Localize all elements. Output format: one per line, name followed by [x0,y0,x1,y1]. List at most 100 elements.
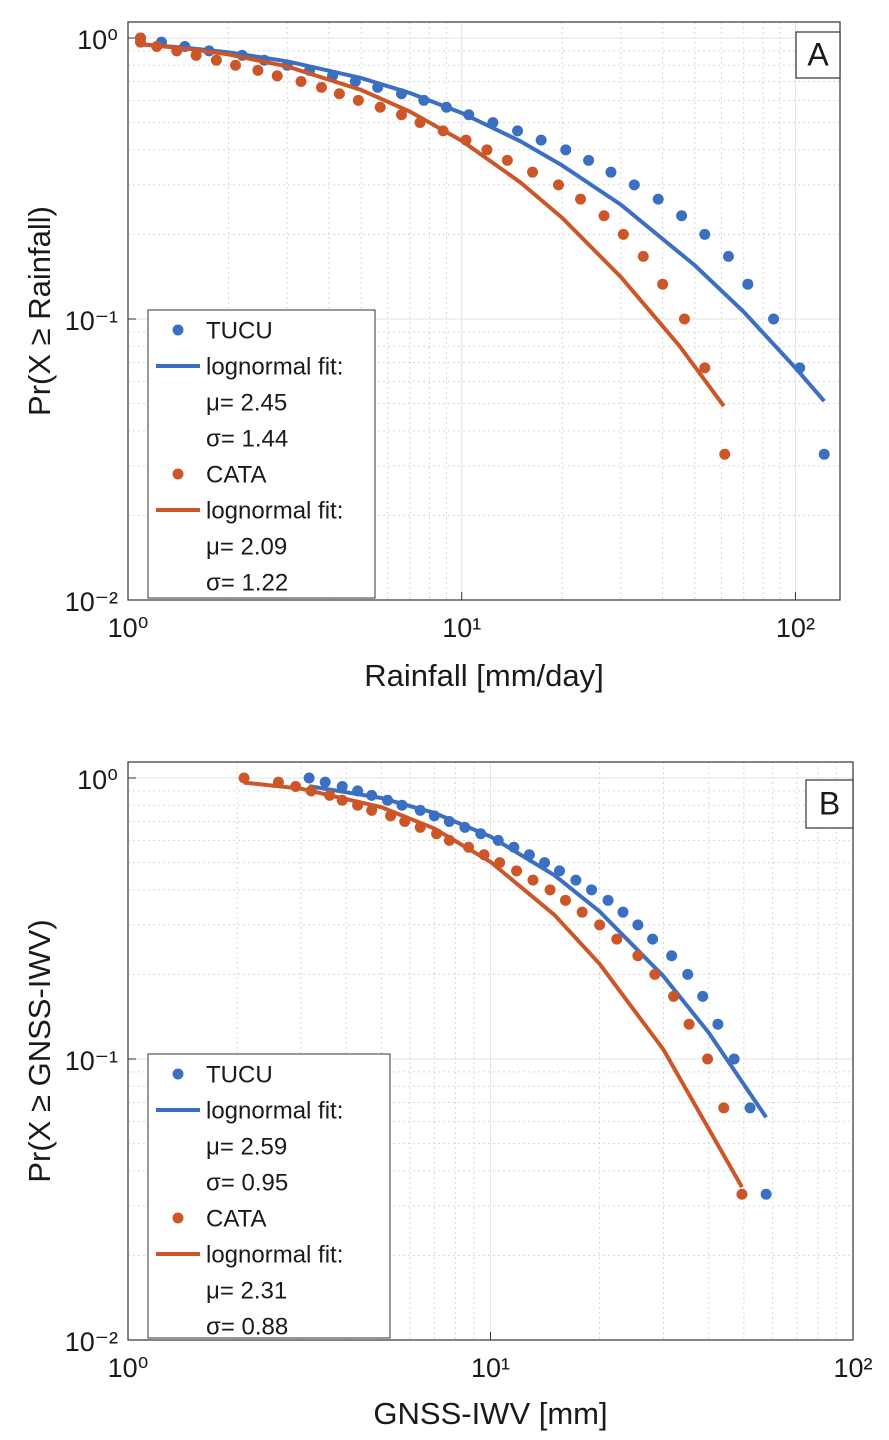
legend-label: TUCU [206,1061,273,1088]
data-point [676,210,688,222]
data-point [210,54,222,66]
data-point [190,49,202,61]
data-point [602,894,614,906]
data-point [722,250,734,262]
y-axis-label: Pr(X ≥ Rainfall) [22,206,57,416]
data-point [511,865,523,877]
data-point [527,874,539,886]
data-point [657,278,669,290]
data-point [315,81,327,93]
legend-box [147,309,376,599]
panel-label-box [795,31,841,79]
data-point [818,448,830,460]
data-point [697,990,709,1002]
data-point [699,228,711,240]
data-point [652,193,664,205]
data-point [718,1102,730,1114]
data-point [632,950,644,962]
legend-label: lognormal fit: [206,1241,343,1268]
data-point [570,874,582,886]
data-point [575,193,587,205]
x-tick-label: 10⁰ [108,613,149,643]
axes-frame [127,761,854,1341]
data-point [594,919,606,931]
legend-param: μ= 2.59 [206,1133,287,1160]
x-tick-label: 10² [833,1353,872,1383]
legend-param: σ= 1.44 [206,425,288,452]
x-tick-label: 10² [776,613,815,643]
data-point [319,776,331,788]
panel-label-box [805,779,854,829]
fit-line [140,42,826,403]
legend-marker [172,468,184,480]
legend-label: lognormal fit: [206,353,343,380]
data-point [230,59,242,71]
x-tick-label: 10¹ [471,1353,510,1383]
data-point [598,210,610,222]
data-point [678,313,690,325]
data-point [481,144,493,156]
data-point [352,94,364,106]
panel-label: B [819,785,840,821]
data-point [728,1053,740,1065]
data-point [666,950,678,962]
data-point [252,64,264,76]
data-point [617,906,629,918]
x-tick-label: 10⁰ [108,1353,149,1383]
y-tick-label: 10⁻² [65,1327,118,1357]
data-point [744,1102,756,1114]
fit-line [308,784,768,1119]
data-point [535,134,547,146]
legend-label: TUCU [206,317,273,344]
y-tick-label: 10⁻¹ [65,306,118,336]
x-axis-label: GNSS-IWV [mm] [373,1396,607,1431]
data-point [647,933,659,945]
legend-param: μ= 2.31 [206,1277,287,1304]
data-point [303,772,315,784]
data-point [605,166,617,178]
legend-param: σ= 1.22 [206,569,288,596]
data-point [699,362,711,374]
data-point [238,772,250,784]
data-point [712,1018,724,1030]
axes-frame [127,21,841,601]
data-point [768,313,780,325]
legend-param: σ= 0.88 [206,1313,288,1340]
data-point [736,1188,748,1200]
data-point [527,166,539,178]
y-tick-label: 10⁻² [65,587,118,617]
data-point [553,865,565,877]
data-point [271,70,283,82]
data-point [501,154,513,166]
data-point [560,144,572,156]
data-point [512,125,524,137]
legend-label: lognormal fit: [206,1097,343,1124]
data-point [702,1053,714,1065]
legend-marker [172,1068,184,1080]
panel-label: A [807,36,829,72]
data-point [583,154,595,166]
fit-line [243,780,744,1189]
legend-param: μ= 2.45 [206,389,287,416]
data-point [395,109,407,121]
y-axis-label: Pr(X ≥ GNSS-IWV) [22,919,57,1182]
data-point [553,179,565,191]
y-tick-label: 10⁰ [77,765,118,795]
data-point [668,990,680,1002]
data-point [617,228,629,240]
data-point [632,919,644,931]
data-point [683,1018,695,1030]
data-point [544,884,556,896]
legend-label: lognormal fit: [206,497,343,524]
y-tick-label: 10⁻¹ [65,1046,118,1076]
data-point [719,448,731,460]
data-point [295,76,307,88]
legend-marker [172,324,184,336]
data-point [333,88,345,100]
legend-param: σ= 0.95 [206,1169,288,1196]
fit-line [140,42,726,408]
subplot: 10⁰ 10¹ 10² 10⁻² 10⁻¹ 10⁰ TUCU lognormal fit: μ=… [22,21,841,693]
data-point [760,1188,772,1200]
